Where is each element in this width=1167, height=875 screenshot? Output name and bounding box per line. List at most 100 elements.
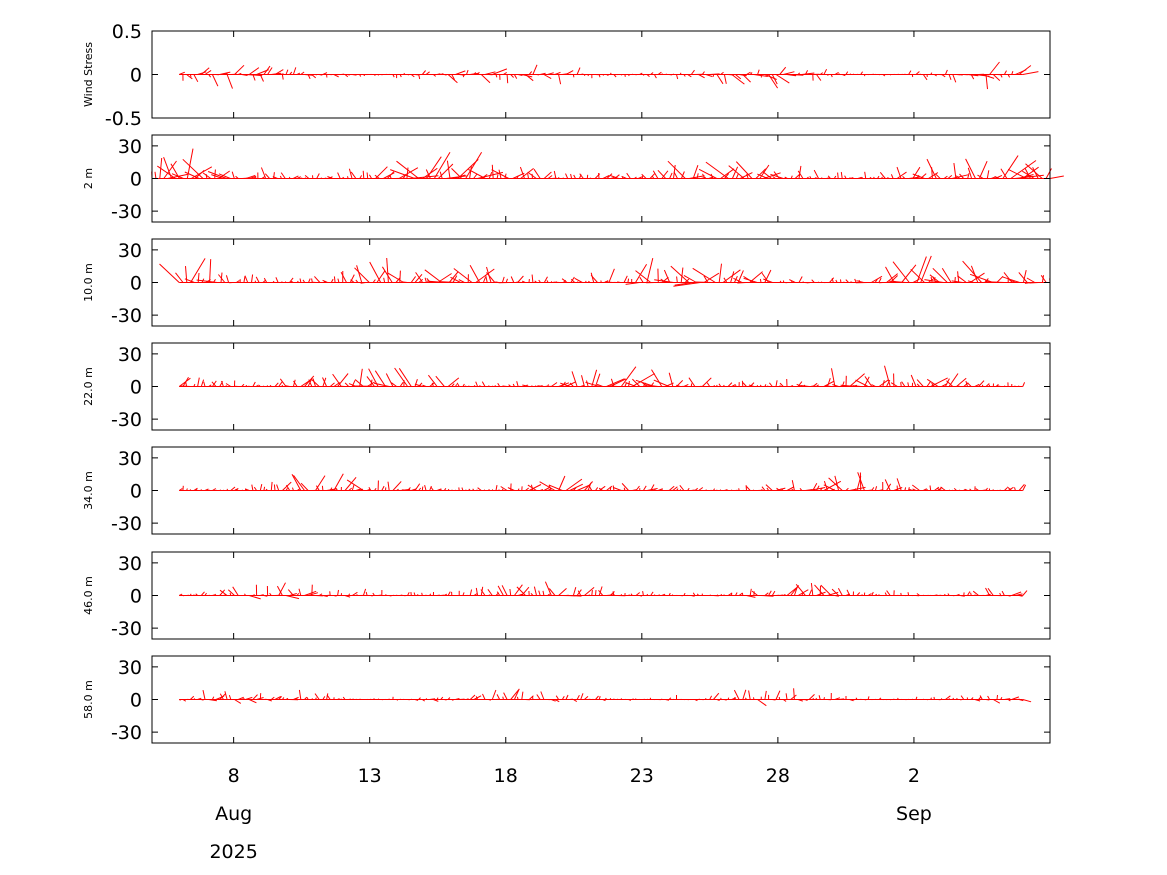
stick: [882, 380, 885, 387]
y-tick-label: -30: [111, 513, 142, 535]
stick: [1002, 276, 1020, 283]
x-axis: 8 13 18 23 28 2 Aug Sep 2025: [209, 765, 931, 863]
stick: [978, 380, 985, 387]
stick: [321, 485, 324, 491]
stick: [501, 276, 505, 283]
stick: [234, 64, 245, 75]
stick: [705, 161, 729, 179]
stick: [311, 74, 317, 79]
stick: [410, 276, 417, 283]
stick: [706, 382, 711, 387]
stick: [517, 275, 524, 283]
stick: [263, 486, 266, 491]
stick: [965, 380, 968, 387]
stick: [751, 590, 758, 596]
stick: [469, 265, 481, 283]
stick: [274, 69, 284, 75]
stick: [663, 269, 671, 283]
stick: [1007, 168, 1027, 179]
stick: [202, 172, 212, 179]
stick: [348, 168, 353, 179]
stick: [251, 274, 254, 283]
stick: [878, 277, 882, 283]
stick: [475, 587, 479, 596]
stick: [573, 174, 576, 179]
stick: [543, 171, 552, 179]
stick: [735, 173, 739, 179]
stick: [430, 486, 434, 491]
stick: [482, 693, 486, 700]
stick: [676, 276, 678, 283]
stick: [428, 374, 438, 387]
stick: [291, 474, 302, 491]
stick: [987, 588, 994, 596]
stick: [244, 275, 249, 283]
stick: [965, 158, 976, 179]
stick: [486, 272, 496, 283]
stick: [504, 173, 507, 179]
stick: [1000, 168, 1008, 179]
stick: [912, 173, 925, 179]
stick: [252, 381, 256, 387]
stick: [481, 173, 488, 179]
y-axis-label: 58.0 m: [82, 680, 95, 719]
stick: [584, 587, 595, 596]
stick: [525, 74, 534, 82]
stick: [374, 370, 386, 387]
stick: [264, 173, 270, 179]
stick: [667, 160, 686, 179]
stick: [979, 695, 983, 700]
stick: [446, 160, 451, 179]
stick: [910, 374, 917, 387]
stick: [496, 174, 499, 179]
stick: [333, 473, 344, 491]
stick: [570, 276, 575, 283]
stick: [1026, 277, 1036, 283]
stick: [576, 694, 580, 700]
stick: [967, 591, 971, 596]
stick: [816, 74, 822, 81]
stick: [577, 590, 582, 596]
stick: [759, 278, 762, 283]
stick: [245, 174, 256, 179]
stick: [362, 170, 365, 179]
stick: [688, 377, 696, 387]
y-tick-label: -30: [111, 722, 142, 744]
stick: [368, 487, 372, 491]
stick: [551, 382, 558, 387]
stick: [365, 591, 368, 596]
stick: [723, 277, 728, 283]
stick: [197, 272, 200, 283]
stick: [901, 264, 917, 283]
stick: [267, 67, 273, 75]
y-tick-label: 0: [130, 169, 142, 191]
stick: [548, 588, 556, 596]
stick: [487, 589, 493, 596]
stick: [396, 160, 420, 179]
stick: [259, 483, 263, 491]
stick: [912, 166, 921, 179]
stick: [565, 173, 569, 179]
stick: [588, 485, 593, 491]
stick: [285, 595, 300, 600]
stick: [768, 590, 772, 596]
stick: [765, 484, 773, 491]
stick: [500, 486, 508, 491]
stick: [481, 381, 486, 387]
stick: [701, 377, 712, 387]
stick: [451, 74, 456, 81]
stick: [590, 272, 595, 283]
stick: [197, 377, 200, 387]
stick: [252, 694, 258, 700]
stick: [764, 690, 767, 700]
stick: [311, 584, 313, 596]
x-tick-label: 28: [766, 765, 790, 787]
stick: [383, 172, 395, 179]
stick: [468, 168, 486, 179]
stick: [926, 381, 931, 387]
stick: [595, 373, 601, 387]
stick: [1018, 272, 1028, 283]
stick: [513, 688, 520, 700]
stick: [609, 591, 615, 596]
stick: [854, 278, 857, 283]
